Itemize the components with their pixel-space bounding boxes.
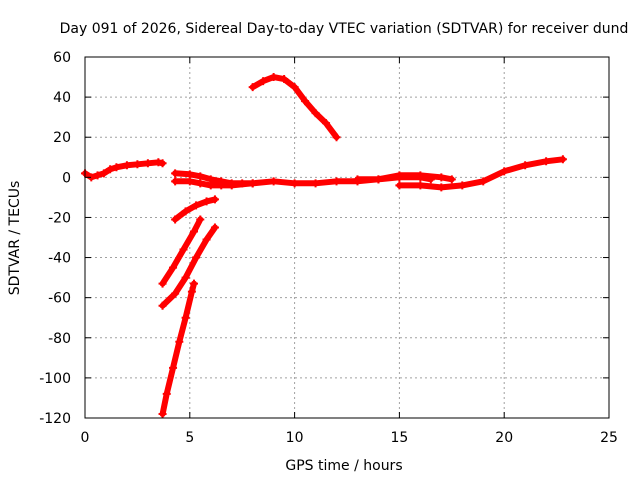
x-axis-label: GPS time / hours (285, 458, 402, 474)
data-point (187, 287, 196, 296)
x-tick-label: 20 (495, 430, 513, 446)
data-point (447, 175, 456, 184)
data-point (154, 158, 163, 167)
x-tick-label: 10 (286, 430, 304, 446)
data-point (179, 245, 188, 254)
data-point (196, 215, 205, 224)
data-point (311, 179, 320, 188)
data-point (171, 215, 180, 224)
data-point (189, 227, 198, 236)
data-point (202, 197, 211, 206)
data-point (169, 363, 178, 372)
data-point (290, 83, 299, 92)
data-point (99, 169, 108, 178)
y-tick-label: -100 (39, 371, 71, 387)
data-point (202, 235, 211, 244)
data-point (269, 73, 278, 82)
data-point (558, 155, 567, 164)
data-point (158, 409, 167, 418)
y-tick-label: 40 (53, 90, 71, 106)
data-point (311, 109, 320, 118)
data-point (301, 97, 310, 106)
data-point (210, 195, 219, 204)
data-point (143, 159, 152, 168)
data-point (259, 77, 268, 86)
data-point (280, 75, 289, 84)
y-tick-label: 20 (53, 130, 71, 146)
data-point (175, 337, 184, 346)
data-point (210, 223, 219, 232)
data-point (192, 201, 201, 210)
data-point (500, 167, 509, 176)
data-point (542, 157, 551, 166)
y-axis-label: SDTVAR / TECUs (7, 181, 23, 296)
data-point (93, 171, 102, 180)
data-point (322, 119, 331, 128)
data-point (181, 273, 190, 282)
data-traces (81, 73, 567, 418)
data-point (248, 83, 257, 92)
data-point (395, 181, 404, 190)
data-point (171, 177, 180, 186)
data-point (181, 313, 190, 322)
data-point (171, 169, 180, 178)
data-point (185, 170, 194, 179)
data-point (437, 173, 446, 182)
data-point (332, 133, 341, 142)
x-tick-label: 25 (600, 430, 618, 446)
data-point (158, 301, 167, 310)
data-point (416, 171, 425, 180)
y-tick-label: -40 (48, 251, 71, 267)
data-point (206, 181, 215, 190)
y-tick-label: -120 (39, 411, 71, 427)
data-point (171, 289, 180, 298)
data-point (290, 179, 299, 188)
data-point (106, 165, 115, 174)
data-point (437, 183, 446, 192)
chart-title: Day 091 of 2026, Sidereal Day-to-day VTE… (60, 21, 629, 37)
data-point (158, 279, 167, 288)
data-point (189, 279, 198, 288)
data-point (169, 263, 178, 272)
data-point (162, 389, 171, 398)
data-point (196, 179, 205, 188)
data-point (122, 161, 131, 170)
data-point (196, 172, 205, 181)
data-point (217, 181, 226, 190)
x-tick-label: 0 (81, 430, 90, 446)
data-point (521, 161, 530, 170)
data-point (158, 159, 167, 168)
grid-lines (85, 57, 609, 418)
data-series-trace-9 (159, 224, 218, 309)
y-tick-label: 60 (53, 50, 71, 66)
data-point (332, 177, 341, 186)
axis-ticks: 0 5 10 15 20 25 -120 -100 -80 -60 -40 -20 0 20 40 60 (39, 50, 618, 446)
data-point (374, 175, 383, 184)
data-point (248, 179, 257, 188)
plot-frame (84, 56, 610, 419)
data-point (112, 163, 121, 172)
data-point (395, 171, 404, 180)
data-point (133, 160, 142, 169)
y-tick-label: -80 (48, 331, 71, 347)
y-tick-label: -60 (48, 291, 71, 307)
data-point (458, 181, 467, 190)
data-point (185, 177, 194, 186)
data-point (181, 207, 190, 216)
y-tick-label: -20 (48, 210, 71, 226)
data-point (416, 181, 425, 190)
data-point (227, 181, 236, 190)
data-point (192, 253, 201, 262)
data-point (353, 175, 362, 184)
data-point (269, 177, 278, 186)
x-tick-label: 5 (185, 430, 194, 446)
data-point (479, 177, 488, 186)
x-tick-label: 15 (390, 430, 408, 446)
y-tick-label: 0 (62, 170, 71, 186)
